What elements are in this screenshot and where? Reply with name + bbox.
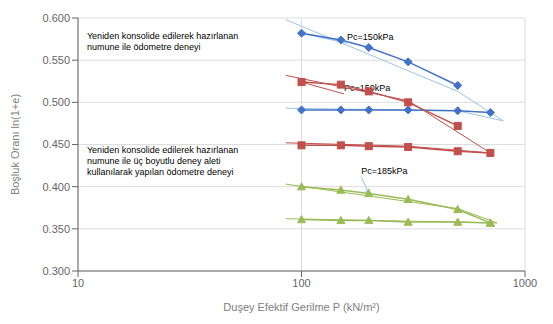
svg-text:Boşluk Oranı ln(1+e): Boşluk Oranı ln(1+e) bbox=[9, 94, 21, 195]
html-text:Yeniden konsolide edilerek haz: Yeniden konsolide edilerek hazırlanan nu… bbox=[86, 30, 239, 52]
svg-text:0.300: 0.300 bbox=[42, 265, 70, 277]
svg-text:Pc=150kPa: Pc=150kPa bbox=[347, 32, 393, 42]
svg-text:Pc=185kPa: Pc=185kPa bbox=[361, 166, 407, 176]
svg-text:1000: 1000 bbox=[513, 277, 537, 289]
svg-text:0.450: 0.450 bbox=[42, 138, 70, 150]
svg-text:Duşey Efektif Gerilme P (kN/m²: Duşey Efektif Gerilme P (kN/m²) bbox=[223, 301, 379, 313]
svg-text:10: 10 bbox=[72, 277, 84, 289]
svg-text:0.550: 0.550 bbox=[42, 54, 70, 66]
svg-text:Pc=150kPa: Pc=150kPa bbox=[344, 82, 391, 93]
html-text:Yeniden konsolide edilerek haz: Yeniden konsolide edilerek hazırlanan nu… bbox=[86, 144, 239, 177]
svg-text:0.350: 0.350 bbox=[42, 223, 70, 235]
svg-text:0.400: 0.400 bbox=[42, 181, 70, 193]
svg-text:0.600: 0.600 bbox=[42, 12, 70, 24]
svg-text:100: 100 bbox=[292, 277, 310, 289]
svg-text:0.500: 0.500 bbox=[42, 96, 70, 108]
